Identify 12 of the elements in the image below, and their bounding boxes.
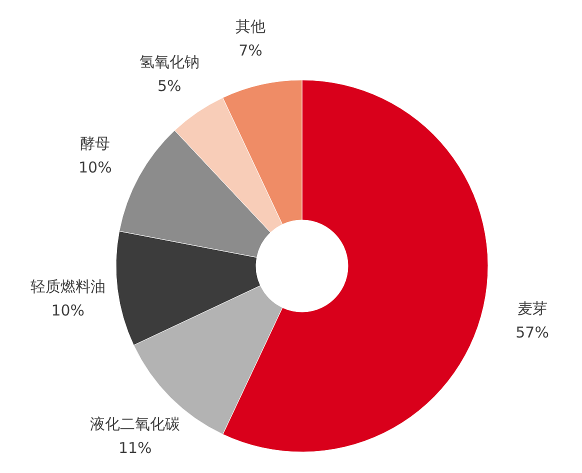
data-label: 7%	[238, 42, 262, 60]
data-label: 11%	[118, 438, 152, 457]
slice-label: 轻质燃料油	[30, 278, 106, 296]
slice-label: 液化二氧化碳	[90, 414, 180, 433]
slice-label: 其他	[236, 18, 266, 36]
data-label: 10%	[78, 158, 112, 176]
data-label: 5%	[157, 76, 182, 95]
slice-label: 麦芽	[517, 299, 548, 318]
data-label: 10%	[51, 302, 85, 320]
data-label: 57%	[516, 323, 549, 342]
slice-label: 氢氧化钠	[139, 52, 200, 71]
slice-label: 酵母	[80, 134, 110, 152]
